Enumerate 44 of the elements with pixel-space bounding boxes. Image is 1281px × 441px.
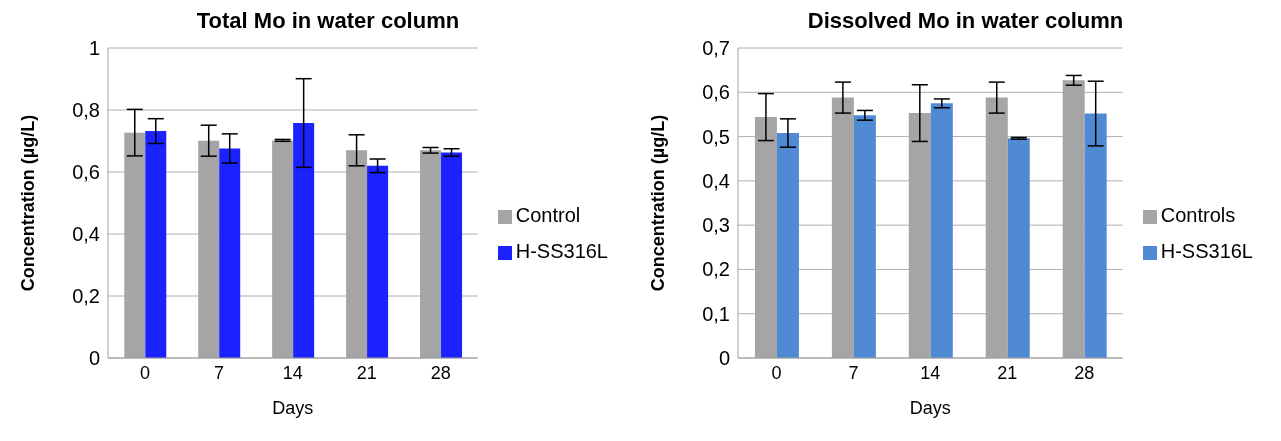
y-tick-label: 0,5 (702, 125, 730, 148)
y-tick-label: 1 (88, 37, 100, 59)
bar (293, 123, 315, 358)
bar (1007, 138, 1030, 358)
x-tick-label: 0 (139, 362, 150, 383)
bar (930, 103, 953, 358)
bar (853, 115, 876, 358)
chart-title: Total Mo in water column (195, 8, 461, 35)
bar (1084, 113, 1107, 358)
y-tick-label: 0,6 (72, 161, 100, 183)
y-tick-label: 0,6 (702, 81, 730, 104)
bar (145, 131, 167, 358)
chart-title: Dissolved Mo in water column (806, 8, 1125, 35)
y-tick-label: 0,2 (702, 258, 730, 281)
x-tick-label: 21 (356, 362, 377, 383)
y-tick-label: 0,8 (72, 99, 100, 121)
x-tick-label: 28 (1074, 362, 1095, 383)
legend-label: H-SS316L (1160, 240, 1253, 262)
x-tick-label: 7 (213, 362, 224, 383)
x-tick-label: 14 (282, 362, 303, 383)
y-axis-title: Concentration (µg/L) (648, 114, 669, 292)
legend-label: Control (515, 204, 581, 226)
x-tick-label: 0 (771, 362, 782, 383)
y-tick-label: 0,4 (702, 169, 730, 192)
bar (367, 165, 389, 358)
x-tick-label: 21 (997, 362, 1018, 383)
legend-label: Controls (1160, 204, 1236, 226)
x-tick-label: 7 (848, 362, 859, 383)
x-tick-label: 28 (430, 362, 451, 383)
x-tick-label: 14 (920, 362, 941, 383)
y-tick-label: 0 (88, 347, 100, 369)
y-tick-label: 0,1 (702, 302, 730, 325)
legend-label: H-SS316L (515, 240, 608, 262)
x-axis-title: Days (909, 398, 951, 418)
x-axis-title: Days (272, 398, 314, 418)
bar (441, 152, 463, 358)
bar (219, 148, 241, 358)
bar (776, 133, 799, 358)
y-tick-label: 0,3 (702, 214, 730, 237)
y-axis-title: Concentration (µg/L) (18, 114, 39, 292)
y-tick-label: 0,4 (72, 223, 100, 245)
y-tick-label: 0 (718, 347, 730, 369)
y-tick-label: 0,2 (72, 285, 100, 307)
y-tick-label: 0,7 (702, 37, 730, 59)
